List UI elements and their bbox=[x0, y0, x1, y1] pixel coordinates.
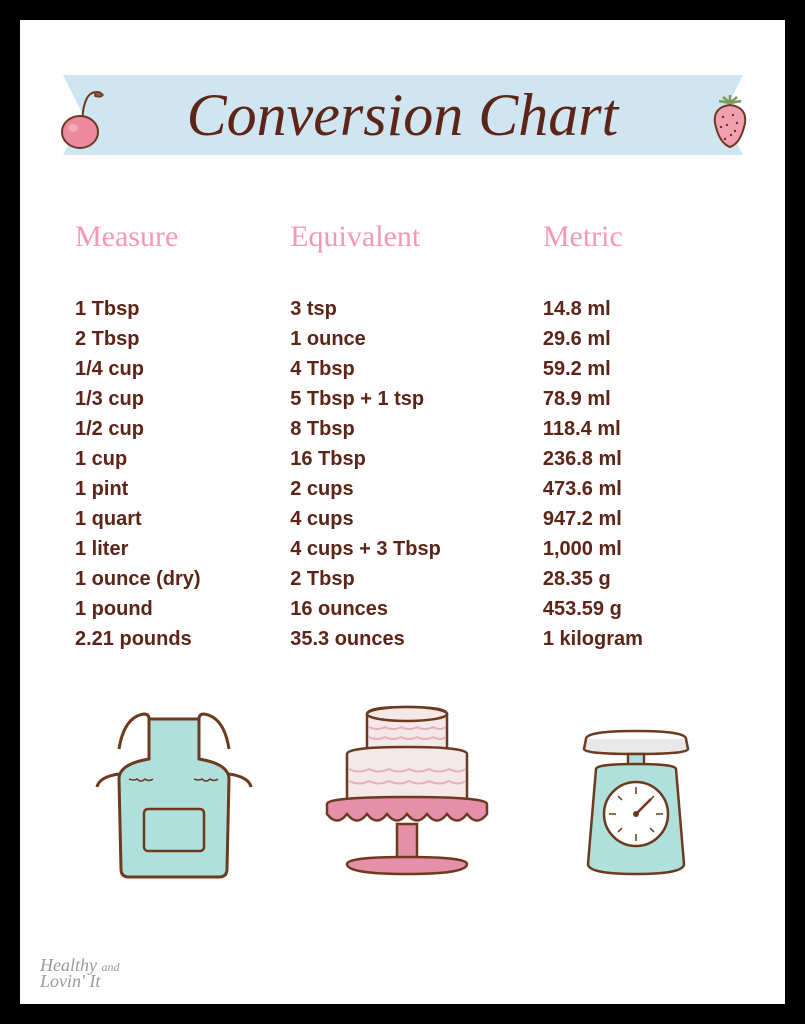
table-row: 1/3 cup5 Tbsp + 1 tsp78.9 ml bbox=[75, 384, 730, 414]
cell-measure: 1 ounce (dry) bbox=[75, 564, 290, 594]
table-row: 1 cup16 Tbsp236.8 ml bbox=[75, 444, 730, 474]
cell-equivalent: 4 Tbsp bbox=[290, 354, 543, 384]
table-row: 1 pint2 cups473.6 ml bbox=[75, 474, 730, 504]
cherry-icon bbox=[55, 90, 110, 155]
cell-equivalent: 2 cups bbox=[290, 474, 543, 504]
cell-equivalent: 16 Tbsp bbox=[290, 444, 543, 474]
cell-equivalent: 5 Tbsp + 1 tsp bbox=[290, 384, 543, 414]
cell-measure: 2 Tbsp bbox=[75, 324, 290, 354]
cell-measure: 1/3 cup bbox=[75, 384, 290, 414]
header-metric: Metric bbox=[543, 220, 730, 254]
cell-equivalent: 2 Tbsp bbox=[290, 564, 543, 594]
cell-metric: 453.59 g bbox=[543, 594, 730, 624]
cell-metric: 118.4 ml bbox=[543, 414, 730, 444]
cell-measure: 1/2 cup bbox=[75, 414, 290, 444]
cell-measure: 1 Tbsp bbox=[75, 294, 290, 324]
cell-measure: 1 quart bbox=[75, 504, 290, 534]
cell-measure: 1 pound bbox=[75, 594, 290, 624]
cell-measure: 1 liter bbox=[75, 534, 290, 564]
table-row: 1 liter4 cups + 3 Tbsp1,000 ml bbox=[75, 534, 730, 564]
watermark: Healthy andLovin' It bbox=[40, 957, 119, 989]
apron-icon bbox=[89, 709, 259, 894]
illustrations-row bbox=[20, 699, 785, 894]
cell-equivalent: 4 cups bbox=[290, 504, 543, 534]
table-row: 1/4 cup4 Tbsp59.2 ml bbox=[75, 354, 730, 384]
cell-metric: 947.2 ml bbox=[543, 504, 730, 534]
conversion-chart-page: Conversion Chart Measure Equivalent Metr… bbox=[20, 20, 785, 1004]
cell-equivalent: 4 cups + 3 Tbsp bbox=[290, 534, 543, 564]
cell-metric: 14.8 ml bbox=[543, 294, 730, 324]
table-row: 1 Tbsp3 tsp14.8 ml bbox=[75, 294, 730, 324]
cell-measure: 1/4 cup bbox=[75, 354, 290, 384]
cell-metric: 473.6 ml bbox=[543, 474, 730, 504]
cell-measure: 1 pint bbox=[75, 474, 290, 504]
cell-metric: 236.8 ml bbox=[543, 444, 730, 474]
cell-metric: 1,000 ml bbox=[543, 534, 730, 564]
cell-metric: 1 kilogram bbox=[543, 624, 730, 654]
table-row: 1 pound16 ounces453.59 g bbox=[75, 594, 730, 624]
cell-metric: 29.6 ml bbox=[543, 324, 730, 354]
table-row: 1/2 cup8 Tbsp118.4 ml bbox=[75, 414, 730, 444]
table-row: 1 quart4 cups947.2 ml bbox=[75, 504, 730, 534]
table-body: 1 Tbsp3 tsp14.8 ml2 Tbsp1 ounce29.6 ml1/… bbox=[20, 294, 785, 654]
strawberry-icon bbox=[705, 95, 755, 155]
cell-measure: 1 cup bbox=[75, 444, 290, 474]
cell-measure: 2.21 pounds bbox=[75, 624, 290, 654]
scale-icon bbox=[556, 719, 716, 894]
table-row: 1 ounce (dry)2 Tbsp28.35 g bbox=[75, 564, 730, 594]
header-measure: Measure bbox=[75, 220, 290, 254]
cake-icon bbox=[297, 699, 517, 894]
table-headers: Measure Equivalent Metric bbox=[20, 220, 785, 254]
cell-equivalent: 8 Tbsp bbox=[290, 414, 543, 444]
cell-metric: 59.2 ml bbox=[543, 354, 730, 384]
table-row: 2.21 pounds35.3 ounces1 kilogram bbox=[75, 624, 730, 654]
page-title: Conversion Chart bbox=[187, 81, 619, 150]
cell-equivalent: 35.3 ounces bbox=[290, 624, 543, 654]
cell-metric: 28.35 g bbox=[543, 564, 730, 594]
cell-equivalent: 3 tsp bbox=[290, 294, 543, 324]
header-equivalent: Equivalent bbox=[290, 220, 543, 254]
table-row: 2 Tbsp1 ounce29.6 ml bbox=[75, 324, 730, 354]
cell-equivalent: 16 ounces bbox=[290, 594, 543, 624]
cell-equivalent: 1 ounce bbox=[290, 324, 543, 354]
title-banner: Conversion Chart bbox=[93, 70, 713, 160]
cell-metric: 78.9 ml bbox=[543, 384, 730, 414]
